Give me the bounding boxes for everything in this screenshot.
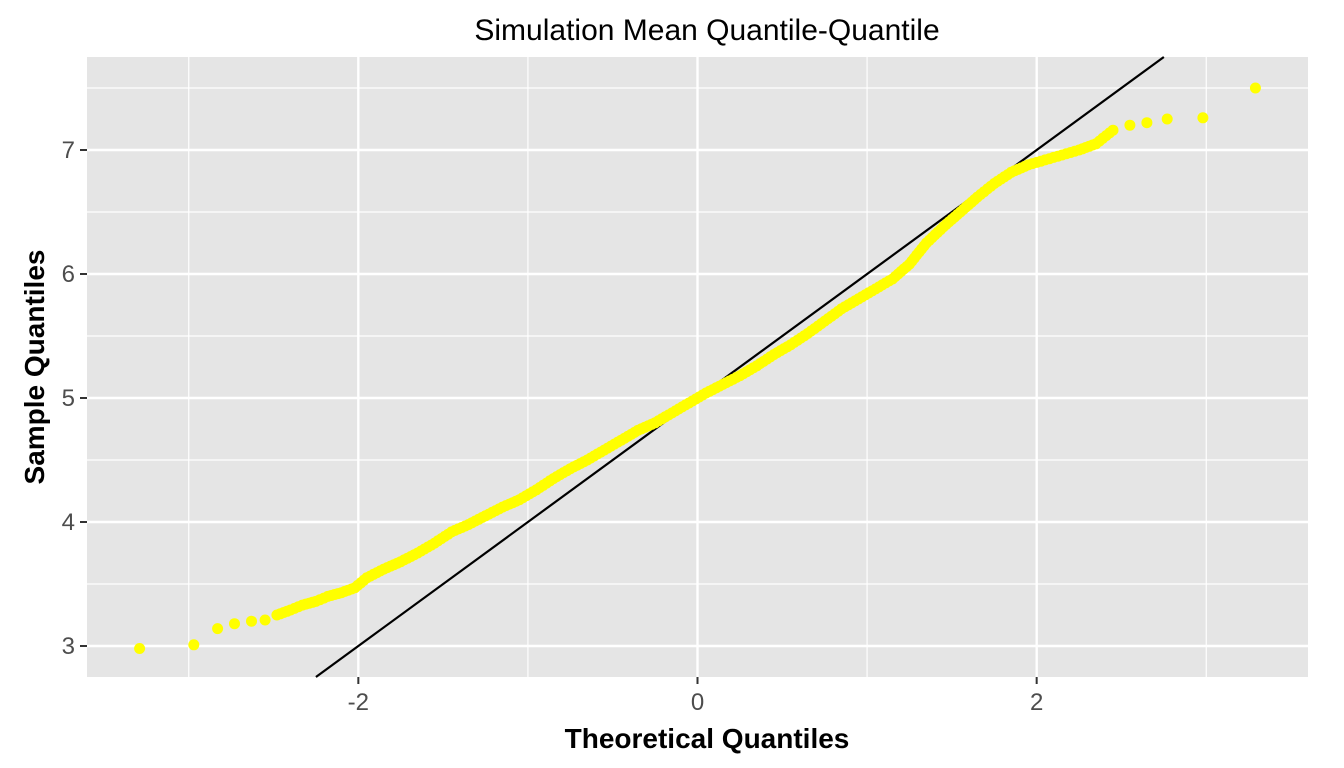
x-tick-label: 2 — [1030, 689, 1043, 716]
y-tick-label: 7 — [62, 137, 75, 164]
data-point — [1197, 112, 1209, 124]
y-axis-title: Sample Quantiles — [19, 250, 50, 485]
data-point — [212, 623, 224, 635]
y-tick-label: 5 — [62, 385, 75, 412]
reference-line-layer — [315, 56, 1165, 678]
reference-line — [315, 56, 1165, 678]
y-tick-label: 4 — [62, 509, 75, 536]
data-point — [188, 639, 200, 651]
data-point — [1107, 124, 1119, 136]
y-tick-label: 3 — [62, 633, 75, 660]
x-axis-ticks: -2 0 2 — [348, 677, 1043, 716]
y-tick-label: 6 — [62, 261, 75, 288]
data-point — [1249, 82, 1261, 94]
y-axis-ticks: 3 4 5 6 7 — [62, 137, 87, 660]
data-point — [259, 614, 271, 626]
data-point — [1124, 119, 1136, 131]
x-axis-title: Theoretical Quantiles — [565, 723, 850, 754]
data-point — [246, 615, 257, 627]
data-point — [134, 643, 146, 654]
x-tick-label: -2 — [348, 689, 369, 716]
x-tick-label: 0 — [691, 689, 704, 716]
data-point — [229, 618, 240, 630]
chart-title: Simulation Mean Quantile-Quantile — [474, 14, 939, 47]
data-point — [1141, 117, 1153, 129]
data-points — [134, 82, 1261, 654]
data-point — [1161, 113, 1173, 125]
